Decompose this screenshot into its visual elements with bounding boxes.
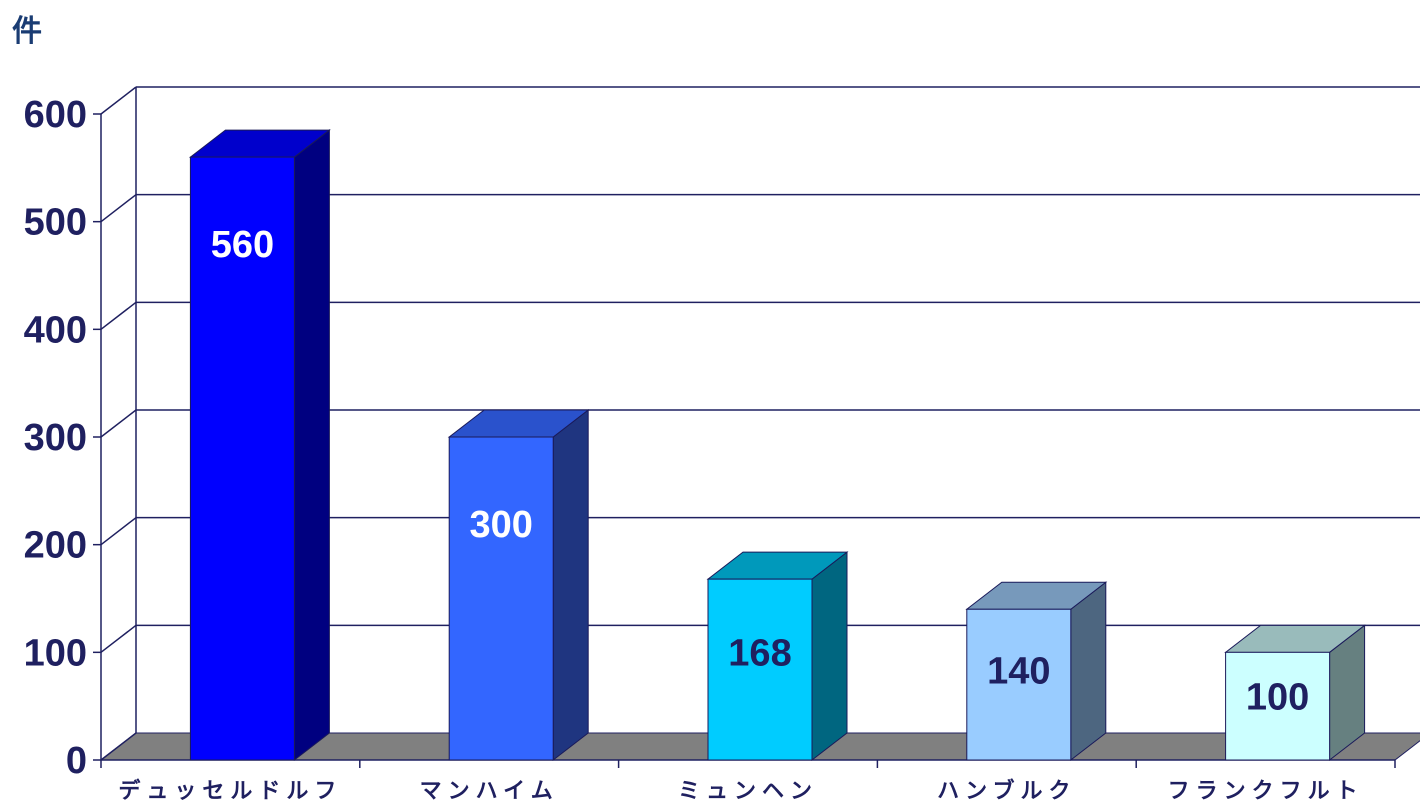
y-tick-label: 200 bbox=[24, 525, 87, 567]
x-tick-label: フランクフルト bbox=[1168, 779, 1364, 804]
x-tick-label: デュッセルドルフ bbox=[118, 778, 342, 804]
y-tick-label: 100 bbox=[24, 632, 87, 674]
y-tick-label: 400 bbox=[24, 309, 87, 351]
y-tick-label: 0 bbox=[66, 740, 87, 782]
left-wall-gridline bbox=[100, 624, 137, 653]
bar bbox=[1225, 651, 1331, 761]
bar-side bbox=[552, 408, 589, 762]
data-label: 100 bbox=[1246, 676, 1309, 718]
left-wall-gridline bbox=[100, 517, 137, 546]
bar-side bbox=[811, 551, 848, 762]
left-wall-gridline bbox=[100, 194, 137, 223]
y-axis-unit-label: 件 bbox=[12, 14, 42, 49]
left-wall-gridline bbox=[100, 732, 137, 761]
data-label: 140 bbox=[987, 651, 1050, 693]
bar bbox=[707, 578, 813, 761]
y-tick-label: 600 bbox=[24, 94, 87, 136]
x-tick-label: ミュンヘン bbox=[678, 779, 818, 804]
bar bbox=[966, 608, 1072, 761]
left-wall-gridline bbox=[100, 301, 137, 330]
bar-side bbox=[1070, 581, 1107, 762]
y-tick-label: 500 bbox=[24, 202, 87, 244]
data-label: 168 bbox=[728, 632, 791, 674]
left-wall-gridline bbox=[100, 86, 137, 115]
bar-side bbox=[293, 129, 330, 762]
data-label: 300 bbox=[469, 504, 532, 546]
bar bbox=[448, 436, 554, 761]
bar bbox=[189, 156, 295, 761]
x-tick-label: ハンブルク bbox=[937, 778, 1076, 804]
data-label: 560 bbox=[211, 224, 274, 266]
y-tick-label: 300 bbox=[24, 417, 87, 459]
left-wall-gridline bbox=[100, 409, 137, 438]
x-tick-label: マンハイム bbox=[420, 779, 559, 804]
